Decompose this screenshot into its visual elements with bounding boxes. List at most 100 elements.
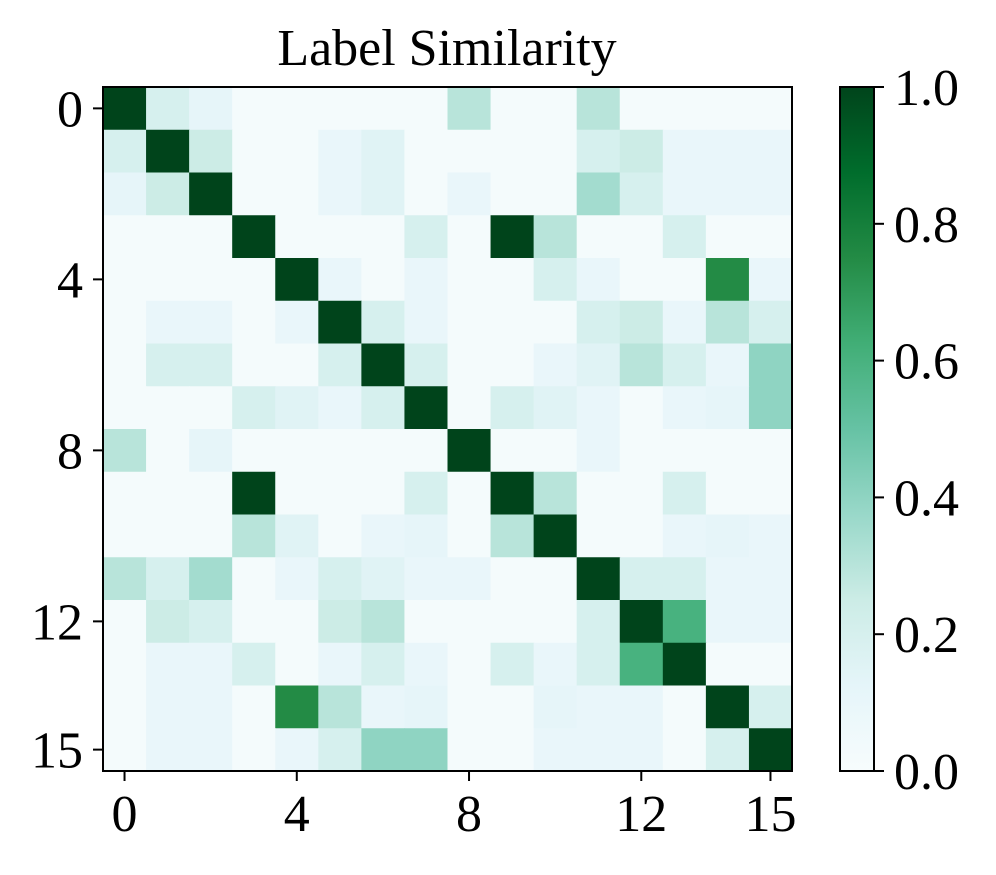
heatmap-cell-5-2 bbox=[189, 300, 233, 345]
heatmap-cell-4-13 bbox=[662, 258, 707, 302]
heatmap-cell-13-3 bbox=[232, 642, 276, 687]
heatmap-cell-0-3 bbox=[232, 87, 276, 131]
heatmap-cell-8-2 bbox=[189, 429, 233, 473]
heatmap-cell-0-0 bbox=[103, 87, 147, 131]
heatmap-cell-0-14 bbox=[705, 87, 750, 131]
heatmap-cell-10-8 bbox=[447, 514, 492, 558]
colorbar-ticks: 0.0 0.2 0.4 0.6 0.8 1.0 bbox=[874, 60, 959, 801]
heatmap-cell-8-12 bbox=[619, 429, 664, 473]
heatmap-cell-6-15 bbox=[748, 343, 793, 387]
heatmap-cell-14-2 bbox=[189, 685, 233, 729]
heatmap-cell-15-6 bbox=[361, 728, 406, 772]
heatmap-cell-7-13 bbox=[662, 386, 707, 430]
heatmap-cell-3-6 bbox=[361, 215, 406, 259]
heatmap-cell-0-15 bbox=[748, 87, 793, 131]
chart-title: Label Similarity bbox=[277, 20, 616, 77]
heatmap-cell-11-14 bbox=[705, 557, 750, 601]
heatmap-cell-9-14 bbox=[705, 471, 750, 516]
heatmap-cell-10-15 bbox=[748, 514, 793, 558]
heatmap-cell-10-2 bbox=[189, 514, 233, 558]
heatmap-cell-2-13 bbox=[662, 172, 707, 216]
heatmap-cell-7-9 bbox=[490, 386, 535, 430]
heatmap-cell-11-10 bbox=[533, 557, 578, 601]
heatmap-cell-7-10 bbox=[533, 386, 578, 430]
colorbar-tick-label: 0.6 bbox=[894, 334, 959, 391]
heatmap-cell-3-14 bbox=[705, 215, 750, 259]
heatmap-cell-12-4 bbox=[275, 600, 319, 644]
heatmap-cell-6-0 bbox=[103, 343, 147, 387]
heatmap-cell-5-12 bbox=[619, 300, 664, 345]
heatmap-cell-13-10 bbox=[533, 642, 578, 687]
heatmap-cell-8-4 bbox=[275, 429, 319, 473]
heatmap-cell-7-8 bbox=[447, 386, 492, 430]
heatmap-cell-0-10 bbox=[533, 87, 578, 131]
heatmap-cell-3-8 bbox=[447, 215, 492, 259]
heatmap-cell-5-8 bbox=[447, 300, 492, 345]
heatmap-cell-9-0 bbox=[103, 471, 147, 516]
y-tick-label: 8 bbox=[57, 423, 83, 480]
heatmap-cell-2-6 bbox=[361, 172, 406, 216]
heatmap-cell-9-4 bbox=[275, 471, 319, 516]
heatmap-cell-10-11 bbox=[576, 514, 621, 558]
heatmap-cell-8-15 bbox=[748, 429, 793, 473]
heatmap-cell-7-2 bbox=[189, 386, 233, 430]
heatmap-cell-8-6 bbox=[361, 429, 406, 473]
heatmap-cell-8-9 bbox=[490, 429, 535, 473]
heatmap-cell-4-2 bbox=[189, 258, 233, 302]
heatmap-cell-11-1 bbox=[146, 557, 190, 601]
heatmap-cell-14-5 bbox=[318, 685, 362, 729]
heatmap-cell-12-14 bbox=[705, 600, 750, 644]
heatmap-cell-6-7 bbox=[404, 343, 449, 387]
heatmap-cell-9-8 bbox=[447, 471, 492, 516]
heatmap-cell-1-12 bbox=[619, 129, 664, 174]
heatmap-cell-13-13 bbox=[662, 642, 707, 687]
heatmap-cell-0-8 bbox=[447, 87, 492, 131]
heatmap-cell-2-3 bbox=[232, 172, 276, 216]
heatmap-cell-5-11 bbox=[576, 300, 621, 345]
heatmap-cell-11-6 bbox=[361, 557, 406, 601]
x-tick-label: 0 bbox=[112, 786, 138, 843]
heatmap-cell-5-14 bbox=[705, 300, 750, 345]
heatmap-cell-12-7 bbox=[404, 600, 449, 644]
heatmap-cell-13-2 bbox=[189, 642, 233, 687]
heatmap-cell-14-6 bbox=[361, 685, 406, 729]
heatmap-cell-10-9 bbox=[490, 514, 535, 558]
heatmap-cell-8-0 bbox=[103, 429, 147, 473]
heatmap-cell-7-4 bbox=[275, 386, 319, 430]
heatmap-cell-6-13 bbox=[662, 343, 707, 387]
heatmap-cell-1-15 bbox=[748, 129, 793, 174]
heatmap-cell-14-13 bbox=[662, 685, 707, 729]
heatmap-cell-14-8 bbox=[447, 685, 492, 729]
heatmap-cell-8-10 bbox=[533, 429, 578, 473]
heatmap-cell-14-1 bbox=[146, 685, 190, 729]
heatmap-cell-6-1 bbox=[146, 343, 190, 387]
heatmap-cell-1-13 bbox=[662, 129, 707, 174]
heatmap-cell-1-4 bbox=[275, 129, 319, 174]
heatmap-cell-14-12 bbox=[619, 685, 664, 729]
heatmap-cell-1-10 bbox=[533, 129, 578, 174]
heatmap-cell-14-7 bbox=[404, 685, 449, 729]
heatmap-cell-15-11 bbox=[576, 728, 621, 772]
heatmap-cell-8-13 bbox=[662, 429, 707, 473]
heatmap-cell-5-1 bbox=[146, 300, 190, 345]
heatmap-cell-11-11 bbox=[576, 557, 621, 601]
y-tick-label: 15 bbox=[31, 723, 83, 780]
heatmap-cell-5-6 bbox=[361, 300, 406, 345]
heatmap-cell-0-7 bbox=[404, 87, 449, 131]
heatmap-cell-3-10 bbox=[533, 215, 578, 259]
heatmap-cell-9-13 bbox=[662, 471, 707, 516]
heatmap-cell-2-1 bbox=[146, 172, 190, 216]
heatmap-cell-1-3 bbox=[232, 129, 276, 174]
heatmap-cell-12-2 bbox=[189, 600, 233, 644]
heatmap-cell-13-12 bbox=[619, 642, 664, 687]
heatmap-cell-3-9 bbox=[490, 215, 535, 259]
heatmap-cell-7-5 bbox=[318, 386, 362, 430]
heatmap-cell-9-2 bbox=[189, 471, 233, 516]
heatmap-cell-15-8 bbox=[447, 728, 492, 772]
x-axis: 0 4 8 12 15 bbox=[112, 771, 796, 843]
heatmap-cell-0-9 bbox=[490, 87, 535, 131]
heatmap-cell-2-15 bbox=[748, 172, 793, 216]
heatmap-cell-13-11 bbox=[576, 642, 621, 687]
heatmap-cell-6-6 bbox=[361, 343, 406, 387]
heatmap-cell-6-8 bbox=[447, 343, 492, 387]
